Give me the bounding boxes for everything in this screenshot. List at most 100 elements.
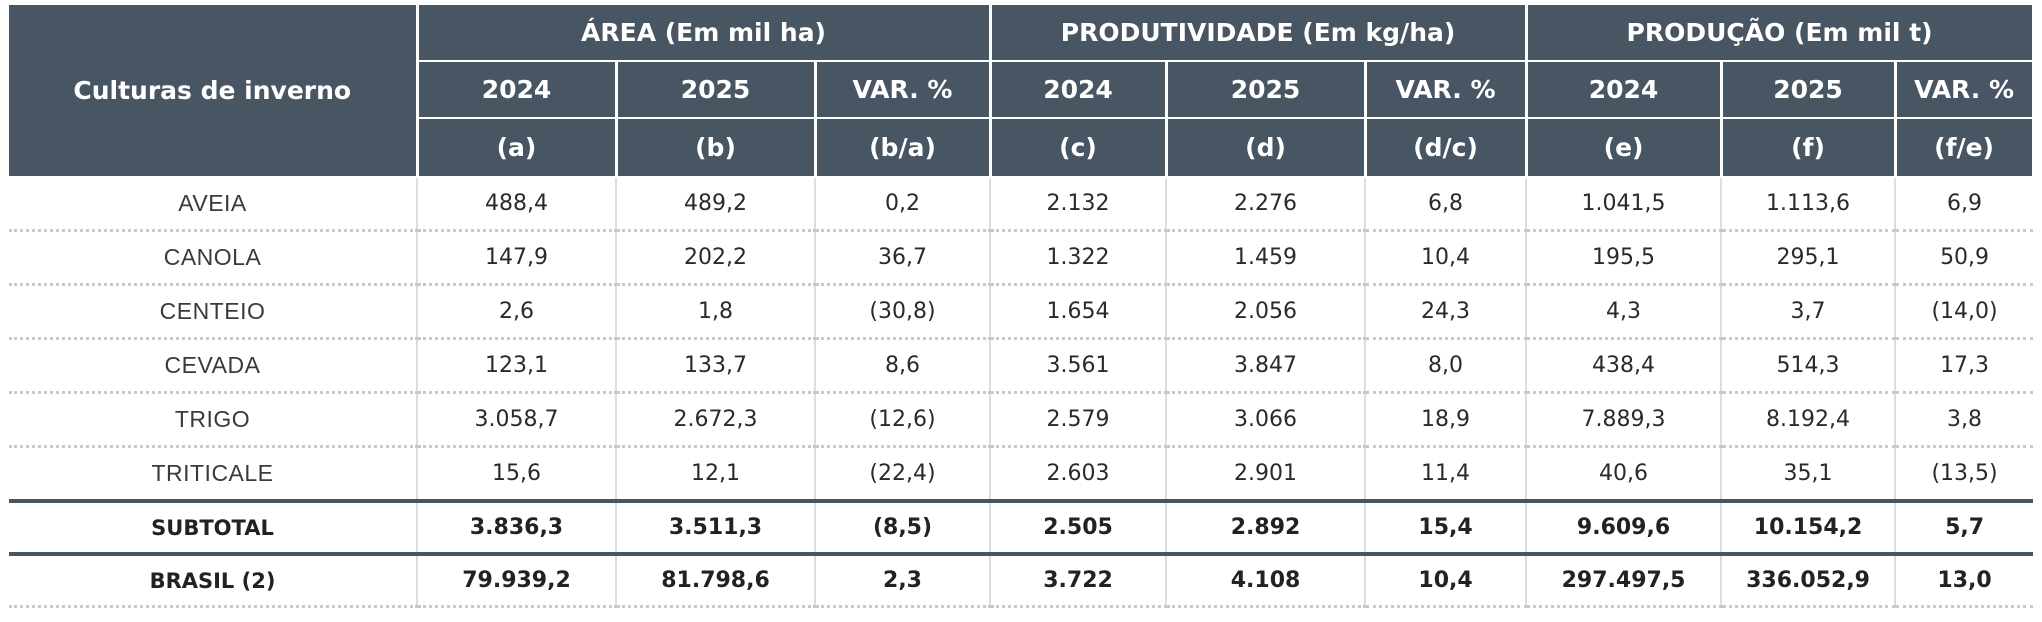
col-header-letter: (b) xyxy=(614,118,817,178)
col-header-letter: (e) xyxy=(1524,118,1723,178)
col-header-letter: (c) xyxy=(988,118,1168,178)
subtotal-label: SUBTOTAL xyxy=(9,499,418,556)
table-cell: 2.672,3 xyxy=(616,392,816,448)
table-row-canola: CANOLA 147,9 202,2 36,7 1.322 1.459 10,4… xyxy=(9,230,2034,286)
table-cell: 5,7 xyxy=(1895,499,2034,556)
crop-name: CEVADA xyxy=(9,338,418,394)
table-cell: 3.722 xyxy=(990,552,1168,608)
table-cell: 7.889,3 xyxy=(1526,392,1723,448)
table-cell: 1.654 xyxy=(990,284,1168,340)
table-cell: 40,6 xyxy=(1526,446,1723,503)
crop-name: AVEIA xyxy=(9,177,418,232)
group-header-produtividade: PRODUTIVIDADE (Em kg/ha) xyxy=(988,5,1528,62)
row-header-label: Culturas de inverno xyxy=(9,5,419,178)
col-header-year: 2025 xyxy=(1719,61,1897,119)
table-cell: 79.939,2 xyxy=(417,552,617,608)
table-cell: (14,0) xyxy=(1895,284,2034,340)
table-cell: 2.132 xyxy=(990,177,1168,232)
table-cell: 1.041,5 xyxy=(1526,177,1723,232)
group-header-area: ÁREA (Em mil ha) xyxy=(415,5,992,62)
table-cell: 147,9 xyxy=(417,230,617,286)
table-cell: 3.561 xyxy=(990,338,1168,394)
table-cell: 1.113,6 xyxy=(1721,177,1897,232)
table-cell: 2.276 xyxy=(1166,177,1367,232)
table-cell: 2.901 xyxy=(1166,446,1367,503)
table-cell: (8,5) xyxy=(815,499,992,556)
table-cell: 8.192,4 xyxy=(1721,392,1897,448)
table-cell: 514,3 xyxy=(1721,338,1897,394)
crop-name: TRITICALE xyxy=(9,446,418,503)
col-header-letter: (f/e) xyxy=(1893,118,2035,178)
table-cell: 295,1 xyxy=(1721,230,1897,286)
table-cell: 3.066 xyxy=(1166,392,1367,448)
col-header-year: 2025 xyxy=(1164,61,1367,119)
table-row-aveia: AVEIA 488,4 489,2 0,2 2.132 2.276 6,8 1.… xyxy=(9,177,2034,232)
table-row-triticale: TRITICALE 15,6 12,1 (22,4) 2.603 2.901 1… xyxy=(9,446,2034,503)
table-cell: 10,4 xyxy=(1365,230,1528,286)
table-cell: (12,6) xyxy=(815,392,992,448)
table-cell: 2,6 xyxy=(417,284,617,340)
table-row-trigo: TRIGO 3.058,7 2.672,3 (12,6) 2.579 3.066… xyxy=(9,392,2034,448)
table-cell: 2.892 xyxy=(1166,499,1367,556)
table-cell: 202,2 xyxy=(616,230,816,286)
table-row-centeio: CENTEIO 2,6 1,8 (30,8) 1.654 2.056 24,3 … xyxy=(9,284,2034,340)
table-cell: 35,1 xyxy=(1721,446,1897,503)
table-cell: 36,7 xyxy=(815,230,992,286)
col-header-year: 2024 xyxy=(415,61,618,119)
table-cell: 2.505 xyxy=(990,499,1168,556)
table-cell: 2.579 xyxy=(990,392,1168,448)
crop-name: CENTEIO xyxy=(9,284,418,340)
table-cell: 3,7 xyxy=(1721,284,1897,340)
crop-name: CANOLA xyxy=(9,230,418,286)
table-cell: 3.836,3 xyxy=(417,499,617,556)
table-cell: 18,9 xyxy=(1365,392,1528,448)
table-cell: 6,8 xyxy=(1365,177,1528,232)
col-header-letter: (f) xyxy=(1719,118,1897,178)
table-cell: 9.609,6 xyxy=(1526,499,1723,556)
table-cell: 123,1 xyxy=(417,338,617,394)
col-header-letter: (a) xyxy=(415,118,618,178)
table-cell: 488,4 xyxy=(417,177,617,232)
col-header-var: VAR. % xyxy=(1893,61,2035,119)
table-cell: 6,9 xyxy=(1895,177,2034,232)
col-header-year: 2024 xyxy=(1524,61,1723,119)
table-row-subtotal: SUBTOTAL 3.836,3 3.511,3 (8,5) 2.505 2.8… xyxy=(9,499,2034,556)
table-cell: 8,0 xyxy=(1365,338,1528,394)
table-cell: 1.459 xyxy=(1166,230,1367,286)
table-cell: 50,9 xyxy=(1895,230,2034,286)
table-cell: (30,8) xyxy=(815,284,992,340)
table-cell: 297.497,5 xyxy=(1526,552,1723,608)
table-cell: 1,8 xyxy=(616,284,816,340)
table-cell: 8,6 xyxy=(815,338,992,394)
table-cell: 2,3 xyxy=(815,552,992,608)
table-cell: 13,0 xyxy=(1895,552,2034,608)
col-header-var: VAR. % xyxy=(1363,61,1528,119)
table-cell: 81.798,6 xyxy=(616,552,816,608)
table-cell: 1.322 xyxy=(990,230,1168,286)
col-header-var: VAR. % xyxy=(813,61,992,119)
table-cell: 0,2 xyxy=(815,177,992,232)
table-cell: 3.511,3 xyxy=(616,499,816,556)
table-cell: 2.603 xyxy=(990,446,1168,503)
col-header-letter: (d) xyxy=(1164,118,1367,178)
col-header-letter: (b/a) xyxy=(813,118,992,178)
table-cell: 195,5 xyxy=(1526,230,1723,286)
table-cell: 4,3 xyxy=(1526,284,1723,340)
crop-name: TRIGO xyxy=(9,392,418,448)
table-cell: 17,3 xyxy=(1895,338,2034,394)
col-header-year: 2024 xyxy=(988,61,1168,119)
col-header-letter: (d/c) xyxy=(1363,118,1528,178)
table-cell: 3,8 xyxy=(1895,392,2034,448)
table-cell: 15,6 xyxy=(417,446,617,503)
table-cell: 10,4 xyxy=(1365,552,1528,608)
table-cell: 489,2 xyxy=(616,177,816,232)
table-row-brasil: BRASIL (2) 79.939,2 81.798,6 2,3 3.722 4… xyxy=(9,552,2034,608)
table-cell: (22,4) xyxy=(815,446,992,503)
table-cell: 12,1 xyxy=(616,446,816,503)
table-cell: 15,4 xyxy=(1365,499,1528,556)
table-cell: 336.052,9 xyxy=(1721,552,1897,608)
group-header-producao: PRODUÇÃO (Em mil t) xyxy=(1524,5,2035,62)
table-cell: 3.847 xyxy=(1166,338,1367,394)
table-row-cevada: CEVADA 123,1 133,7 8,6 3.561 3.847 8,0 4… xyxy=(9,338,2034,394)
